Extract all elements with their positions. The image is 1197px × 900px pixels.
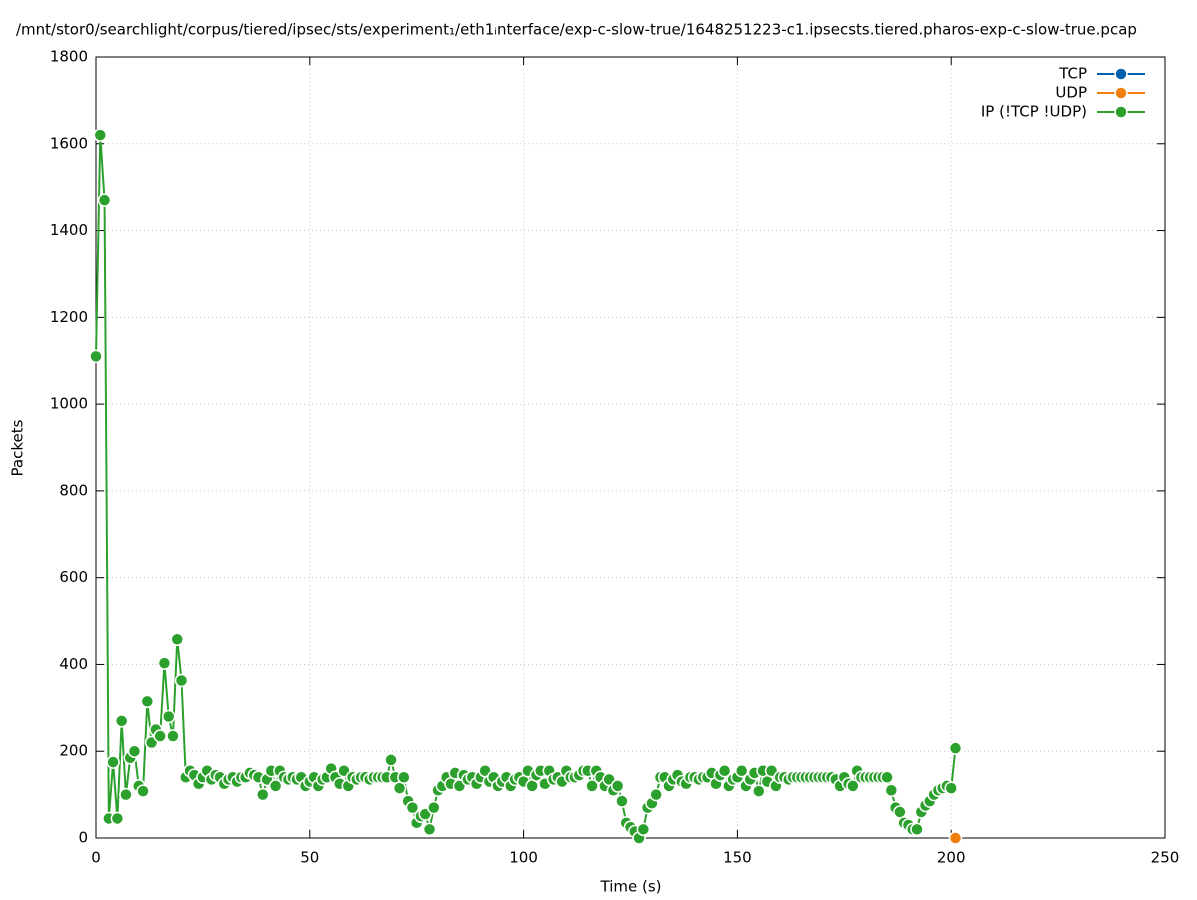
data-point (910, 822, 924, 837)
y-tick-label: 600 (59, 568, 88, 586)
data-point (948, 831, 963, 845)
y-tick-label: 1400 (50, 221, 88, 239)
data-point (174, 673, 189, 688)
legend-marker (1114, 86, 1128, 100)
x-axis-label: Time (s) (600, 878, 662, 896)
data-point (268, 779, 283, 793)
y-tick-label: 400 (59, 655, 88, 673)
data-point (106, 755, 120, 769)
legend-label: IP (!TCP !UDP) (981, 103, 1087, 121)
data-point (422, 822, 437, 837)
legend-label: TCP (1058, 65, 1087, 83)
legend-label: UDP (1055, 84, 1087, 102)
data-point (97, 193, 112, 207)
data-point (166, 729, 180, 743)
data-point (397, 770, 411, 785)
data-point (649, 787, 663, 802)
data-point (948, 741, 963, 755)
data-point (880, 770, 894, 785)
data-point (752, 784, 766, 798)
data-point (89, 349, 103, 364)
x-tick-label: 0 (91, 849, 101, 867)
data-point (119, 787, 133, 802)
legend-marker (1114, 105, 1128, 119)
x-tick-label: 250 (1151, 849, 1180, 867)
data-point (610, 779, 625, 793)
y-tick-label: 800 (59, 481, 88, 499)
data-point (384, 753, 398, 767)
x-tick-label: 100 (509, 849, 538, 867)
data-point (615, 794, 629, 808)
data-point (717, 763, 732, 778)
data-point (93, 128, 108, 142)
y-tick-label: 0 (78, 829, 88, 847)
data-point (427, 800, 441, 815)
y-tick-label: 1000 (50, 395, 88, 413)
data-point (256, 787, 270, 802)
data-point (157, 656, 172, 670)
data-point (170, 632, 184, 647)
y-axis-label: Packets (9, 419, 27, 476)
data-point (161, 709, 176, 724)
plot-frame (95, 56, 1166, 839)
data-point (846, 779, 860, 793)
data-point (585, 779, 599, 793)
data-point (153, 729, 167, 743)
data-point (944, 781, 958, 795)
data-point (110, 811, 125, 826)
chart-title: /mnt/stor0/searchlight/corpus/tiered/ips… (16, 21, 1137, 39)
y-tick-label: 1600 (50, 134, 88, 152)
data-point (636, 822, 651, 837)
y-tick-label: 1200 (50, 308, 88, 326)
data-point (136, 784, 150, 798)
x-tick-label: 50 (300, 849, 319, 867)
data-point (140, 694, 155, 709)
x-tick-label: 150 (723, 849, 752, 867)
data-point (127, 744, 142, 758)
data-point (114, 714, 129, 728)
legend-marker (1114, 67, 1128, 81)
data-point (884, 783, 899, 798)
y-tick-label: 200 (59, 742, 88, 760)
y-tick-label: 1800 (50, 48, 88, 66)
data-point (734, 763, 749, 778)
data-point (405, 800, 420, 815)
x-tick-label: 200 (937, 849, 966, 867)
